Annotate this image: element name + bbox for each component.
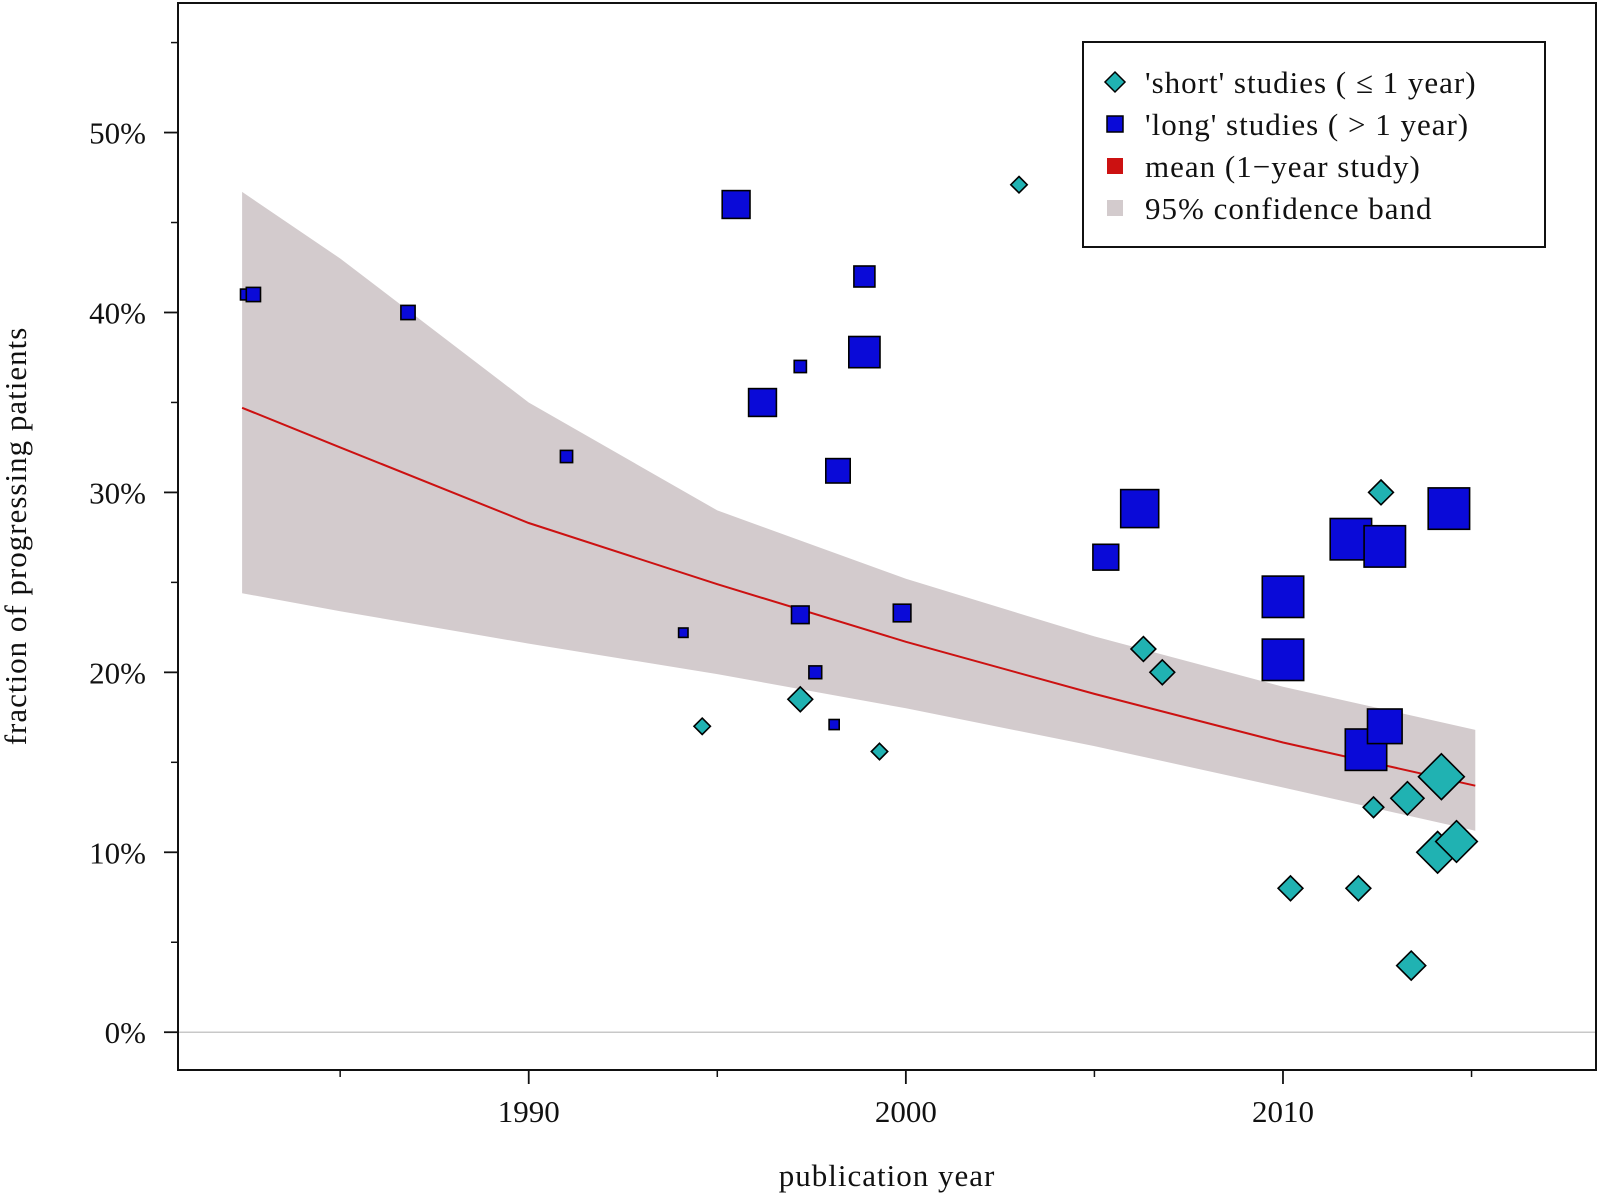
long-study-marker-3	[559, 449, 574, 464]
short-study-marker-0	[692, 716, 712, 736]
legend-mean-swatch	[1107, 158, 1123, 174]
long-study-marker-9	[808, 665, 823, 680]
short-study-marker-14	[1434, 819, 1479, 864]
long-study-marker-15	[1092, 543, 1120, 571]
long-study-marker-14	[892, 603, 912, 623]
long-study-marker-23	[1427, 487, 1471, 531]
mean-line	[241, 406, 1476, 787]
legend-long-swatch	[1106, 115, 1124, 133]
long-study-marker-12	[853, 265, 876, 288]
short-study-marker-7	[1344, 874, 1372, 902]
short-study-marker-3	[1009, 175, 1029, 195]
x-axis-title: publication year	[779, 1158, 996, 1193]
x-tick-label-2000: 2000	[875, 1094, 937, 1129]
long-study-marker-6	[747, 387, 778, 418]
axes-layer: 0% 10% 20% 30% 40% 50% 1990 2000 2010	[89, 41, 1473, 1129]
long-study-marker-1	[245, 286, 262, 303]
short-study-marker-2	[870, 742, 889, 761]
short-study-marker-6	[1276, 874, 1305, 902]
y-tick-label-50: 50%	[89, 116, 146, 151]
long-study-marker-18	[1261, 638, 1305, 682]
long-study-marker-13	[847, 335, 881, 369]
short-study-marker-8	[1362, 795, 1385, 819]
y-tick-label-20: 20%	[89, 655, 146, 690]
long-study-marker-11	[824, 457, 851, 484]
long-study-marker-16	[1119, 488, 1160, 529]
long-study-marker-2	[400, 304, 416, 321]
mean-line-layer	[241, 406, 1476, 787]
legend-mean-label: mean (1−year study)	[1145, 149, 1421, 184]
data-points-layer	[239, 175, 1479, 982]
short-study-marker-10	[1389, 780, 1426, 817]
short-study-marker-4	[1129, 635, 1157, 663]
legend-short-swatch	[1103, 70, 1127, 94]
legend-band-label: 95% confidence band	[1145, 191, 1433, 226]
plot-frame	[177, 2, 1597, 1071]
long-study-marker-5	[721, 189, 751, 220]
legend-box	[1082, 41, 1546, 248]
long-study-marker-10	[828, 718, 840, 731]
short-study-marker-1	[786, 685, 814, 713]
x-tick-label-2010: 2010	[1252, 1094, 1314, 1129]
legend-short-label: 'short' studies ( ≤ 1 year)	[1145, 65, 1477, 100]
legend: 'short' studies ( ≤ 1 year) 'long' studie…	[1082, 41, 1546, 248]
long-study-marker-17	[1261, 575, 1305, 619]
long-study-marker-4	[677, 627, 689, 639]
short-study-marker-5	[1148, 658, 1176, 686]
long-study-marker-8	[790, 605, 810, 625]
legend-band-swatch	[1107, 200, 1123, 216]
long-study-marker-7	[793, 359, 808, 374]
y-tick-label-30: 30%	[89, 475, 146, 510]
y-tick-label-40: 40%	[89, 295, 146, 330]
legend-long-label: 'long' studies ( > 1 year)	[1145, 107, 1469, 142]
short-study-marker-11	[1395, 949, 1427, 982]
y-tick-label-10: 10%	[89, 835, 146, 870]
long-study-marker-22	[1363, 524, 1407, 568]
long-study-marker-21	[1366, 708, 1403, 745]
short-study-marker-13	[1417, 752, 1466, 801]
short-study-marker-9	[1367, 478, 1395, 506]
y-axis-title: fraction of progressing patients	[0, 327, 33, 746]
y-tick-label-0: 0%	[105, 1015, 146, 1050]
x-tick-label-1990: 1990	[498, 1094, 560, 1129]
